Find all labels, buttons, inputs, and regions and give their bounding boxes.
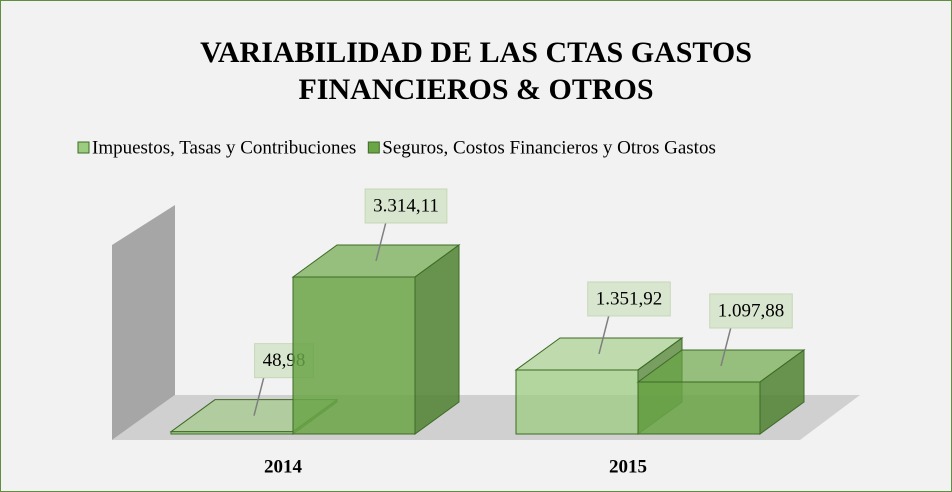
bar-front	[292, 276, 416, 435]
x-tick-label: 2015	[609, 456, 647, 477]
legend-label: Impuestos, Tasas y Contribuciones	[92, 137, 356, 158]
data-label: 3.314,11	[373, 195, 439, 216]
side-wall	[112, 205, 175, 440]
bar-front	[637, 381, 761, 435]
legend-swatch	[367, 141, 380, 154]
bar-side	[414, 244, 460, 435]
x-tick-label: 2014	[264, 456, 303, 477]
legend-swatch	[77, 141, 90, 154]
leader-line	[375, 221, 387, 262]
chart-title: VARIABILIDAD DE LAS CTAS GASTOS	[200, 36, 752, 69]
data-label-box	[587, 281, 671, 317]
bar-front	[515, 369, 639, 435]
data-label-box	[709, 293, 793, 329]
bar-side	[759, 349, 805, 435]
leader-line	[253, 376, 265, 416]
legend-label: Seguros, Costos Financieros y Otros Gast…	[382, 137, 716, 158]
leader-line	[720, 326, 732, 367]
leader-line	[598, 314, 610, 355]
chart-title: FINANCIEROS & OTROS	[298, 73, 653, 106]
data-label: 1.351,92	[596, 288, 663, 309]
data-label: 1.097,88	[718, 300, 785, 321]
data-label-box	[364, 188, 448, 224]
